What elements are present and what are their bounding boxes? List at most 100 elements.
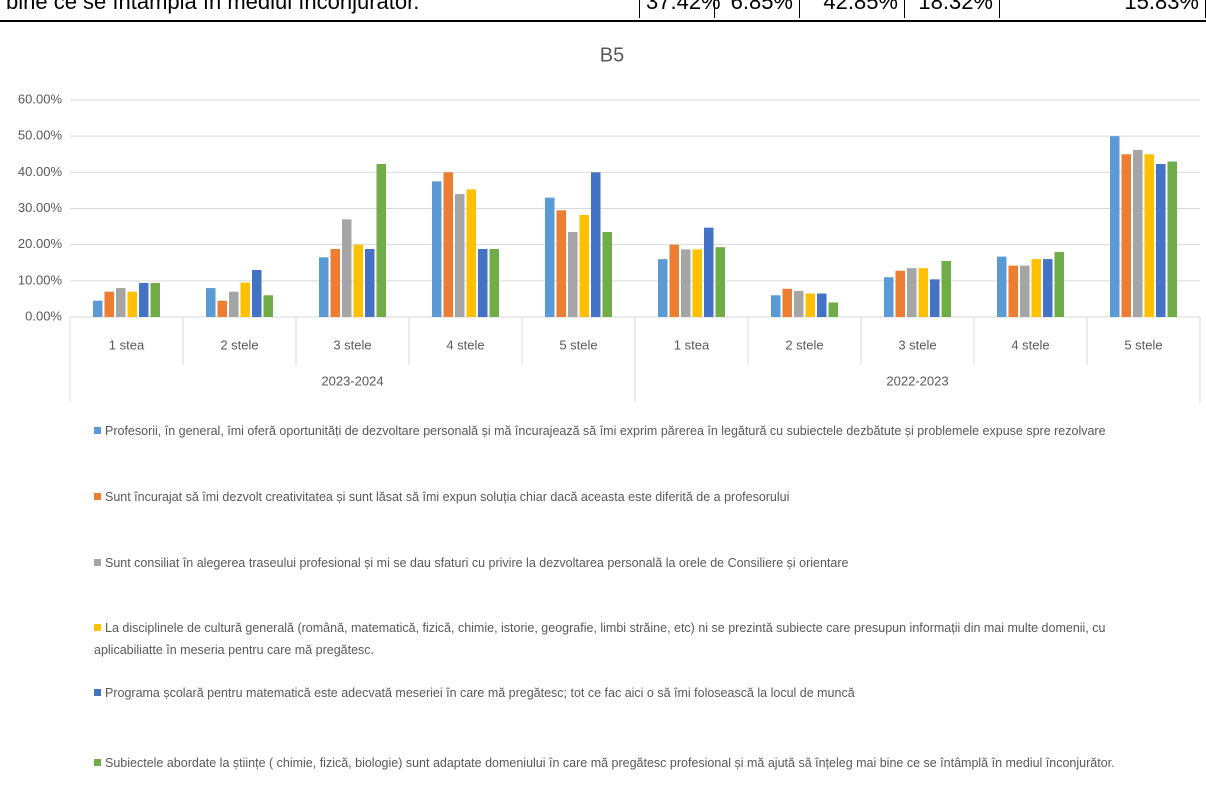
y-tick-label: 40.00% — [18, 164, 63, 179]
table-cell: 42.85% — [800, 0, 905, 18]
bar — [1110, 136, 1120, 317]
table-cell: bine ce se întâmplă în mediul înconjurăt… — [0, 0, 640, 18]
bar — [545, 197, 555, 317]
bar — [669, 244, 679, 317]
bar — [229, 291, 239, 317]
legend-item: Programa școlară pentru matematică este … — [94, 682, 1154, 704]
bar — [895, 270, 905, 317]
bar — [602, 232, 612, 317]
bar — [907, 268, 917, 317]
bar — [252, 269, 262, 317]
legend-item: Subiectele abordate la științe ( chimie,… — [94, 752, 1154, 774]
bar — [794, 290, 804, 317]
x-tick-label: 5 stele — [1124, 337, 1162, 352]
bar — [443, 172, 453, 317]
bar — [556, 210, 566, 317]
y-tick-label: 0.00% — [25, 308, 62, 323]
bar — [918, 268, 928, 317]
bar — [455, 194, 465, 317]
x-tick-label: 2 stele — [785, 337, 823, 352]
bar — [206, 288, 216, 317]
legend-item: La disciplinele de cultură generală (rom… — [94, 617, 1154, 661]
table-cell: 18.32% — [905, 0, 1000, 18]
bar — [817, 293, 827, 317]
bar — [432, 181, 442, 317]
bar — [715, 247, 725, 317]
bar — [997, 256, 1007, 317]
bar — [1043, 259, 1053, 317]
group-label: 2023-2024 — [321, 373, 383, 388]
bar — [116, 288, 126, 317]
bar — [93, 300, 103, 317]
legend-swatch — [94, 559, 101, 566]
bar — [330, 249, 340, 317]
bar — [681, 249, 691, 317]
x-tick-label: 5 stele — [559, 337, 597, 352]
x-tick-label: 4 stele — [1011, 337, 1049, 352]
legend-swatch — [94, 427, 101, 434]
bar — [139, 283, 149, 317]
legend-item: Sunt încurajat să îmi dezvolt creativita… — [94, 486, 1154, 508]
bar — [579, 215, 589, 317]
bar — [941, 260, 951, 317]
legend-swatch — [94, 493, 101, 500]
x-tick-label: 3 stele — [333, 337, 371, 352]
x-tick-label: 3 stele — [898, 337, 936, 352]
bar — [478, 249, 488, 317]
bar — [365, 249, 375, 317]
bar — [782, 288, 792, 317]
bar — [150, 283, 160, 317]
bar — [217, 300, 227, 317]
table-row-clip: bine ce se întâmplă în mediul înconjurăt… — [0, 0, 1206, 22]
chart: B5 0.00% 10.00% 20.00% 30.00% 40.00% 50.00% 60… — [18, 44, 1201, 402]
y-tick-label: 30.00% — [18, 200, 63, 215]
legend-label: La disciplinele de cultură generală (rom… — [94, 621, 1106, 657]
y-tick-label: 20.00% — [18, 236, 63, 251]
bar — [1121, 154, 1131, 317]
bar — [104, 291, 114, 317]
legend-swatch — [94, 689, 101, 696]
bar — [1031, 259, 1041, 317]
bar — [489, 249, 499, 317]
bar — [240, 282, 250, 317]
y-tick-label: 60.00% — [18, 91, 63, 106]
bar — [1020, 265, 1030, 317]
legend-swatch — [94, 624, 101, 631]
bar — [805, 293, 815, 317]
legend-label: Profesorii, în general, îmi oferă oportu… — [105, 424, 1106, 438]
bar — [127, 291, 137, 317]
bar — [1156, 164, 1166, 317]
bar — [828, 302, 838, 317]
legend-item: Profesorii, în general, îmi oferă oportu… — [94, 420, 1154, 442]
bar — [591, 172, 601, 317]
bar — [466, 189, 476, 317]
chart-title: B5 — [600, 44, 624, 66]
table-cell: 15.83% — [1000, 0, 1206, 18]
bar — [884, 277, 894, 317]
bar — [692, 249, 702, 317]
x-tick-label: 1 stea — [109, 337, 145, 352]
bar — [930, 279, 940, 317]
table-cell: 6.85% — [715, 0, 800, 18]
legend-label: Sunt consiliat în alegerea traseului pro… — [105, 556, 849, 570]
bar — [1054, 251, 1064, 317]
bar — [1133, 149, 1143, 317]
legend-label: Sunt încurajat să îmi dezvolt creativita… — [105, 490, 790, 504]
bar — [319, 257, 329, 317]
bar — [376, 164, 386, 317]
bar — [263, 295, 273, 317]
x-tick-label: 2 stele — [220, 337, 258, 352]
bar — [704, 227, 714, 317]
bar — [1008, 265, 1018, 317]
legend-label: Programa școlară pentru matematică este … — [105, 686, 855, 700]
y-tick-label: 10.00% — [18, 272, 63, 287]
x-tick-label: 1 stea — [674, 337, 710, 352]
legend-item: Sunt consiliat în alegerea traseului pro… — [94, 552, 1154, 574]
legend-swatch — [94, 759, 101, 766]
group-label: 2022-2023 — [886, 373, 948, 388]
bar — [658, 259, 668, 317]
bar — [568, 232, 578, 317]
table-row: bine ce se întâmplă în mediul înconjurăt… — [0, 0, 1206, 18]
bar — [1167, 161, 1177, 317]
